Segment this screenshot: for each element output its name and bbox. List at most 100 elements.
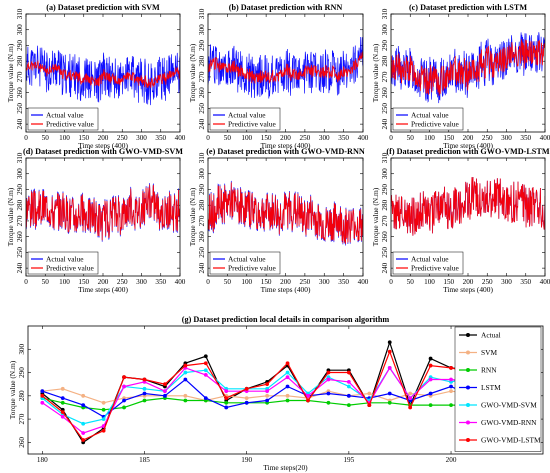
x-tick-label: 400 xyxy=(540,134,550,142)
x-tick-label: 0 xyxy=(24,134,28,142)
x-tick-label: 300 xyxy=(319,278,330,286)
legend-marker xyxy=(466,350,470,355)
legend-marker xyxy=(466,403,470,407)
data-point xyxy=(285,361,290,366)
plot-frame xyxy=(390,13,546,133)
y-tick-label: 280 xyxy=(16,199,24,210)
data-point xyxy=(183,377,188,382)
y-tick-label: 280 xyxy=(16,55,24,66)
series-group xyxy=(26,183,180,242)
y-tick-label: 240 xyxy=(381,262,389,273)
series-group xyxy=(26,45,180,106)
data-point xyxy=(265,398,270,403)
y-axis-label: Torque value (N.m) xyxy=(6,187,15,246)
data-point xyxy=(81,403,86,408)
data-point xyxy=(163,382,167,387)
x-tick-label: 50 xyxy=(224,278,232,286)
x-tick-label: 100 xyxy=(241,134,252,142)
data-point xyxy=(142,391,147,396)
x-tick-label: 0 xyxy=(206,134,210,142)
data-point xyxy=(81,438,86,442)
y-axis-label: Torque value (N.m) xyxy=(371,187,380,246)
chart-0: (a) Dataset prediction with SVM 0 50 100 150… xyxy=(6,3,186,150)
legend-label: Predictive value xyxy=(411,264,460,273)
legend-label: Actual value xyxy=(46,111,84,120)
chart-title: (b) Dataset prediction with RNN xyxy=(229,3,343,12)
data-point xyxy=(183,393,188,398)
chart-1: (b) Dataset prediction with RNN 0 50 100 150… xyxy=(188,3,369,150)
y-axis-label: Torque value (N.m) xyxy=(6,43,15,102)
y-tick-label: 250 xyxy=(198,103,206,114)
legend-label: GWO-VMD-SVM xyxy=(481,401,537,410)
x-tick-label: 250 xyxy=(117,278,128,286)
y-tick-label: 310 xyxy=(198,8,206,19)
x-tick-label: 250 xyxy=(482,278,493,286)
data-point xyxy=(101,407,106,412)
legend-label: GWO-VMD-LSTM xyxy=(481,436,541,445)
chart-title: (a) Dataset prediction with SVM xyxy=(46,3,160,12)
chart-5: (f) Dataset prediction with GWO-VMD-LSTM… xyxy=(371,147,550,294)
data-point xyxy=(60,410,65,415)
data-point xyxy=(203,354,208,359)
y-tick-label: 290 xyxy=(198,184,206,195)
x-tick-label: 300 xyxy=(136,278,147,286)
legend-marker xyxy=(466,385,470,390)
x-tick-label: 150 xyxy=(443,278,454,286)
data-point xyxy=(265,393,270,398)
data-point xyxy=(428,377,433,382)
x-tick-label: 50 xyxy=(224,134,232,142)
data-point xyxy=(163,389,167,394)
data-point xyxy=(203,368,208,373)
data-point xyxy=(387,349,392,354)
x-axis-label: Time steps (400) xyxy=(443,285,493,294)
legend-box xyxy=(27,107,99,131)
y-tick-label: 250 xyxy=(198,247,206,258)
x-tick-label: 150 xyxy=(261,134,272,142)
y-tick-label: 290 xyxy=(16,40,24,51)
y-tick-label: 240 xyxy=(381,118,389,129)
x-tick-label: 200 xyxy=(98,134,109,142)
chart-title: (c) Dataset prediction with LSTM xyxy=(409,3,527,12)
data-point xyxy=(346,384,351,389)
data-point xyxy=(326,391,331,396)
y-tick-label: 250 xyxy=(16,247,24,258)
series-line-Actual xyxy=(41,340,472,444)
data-point xyxy=(224,405,229,410)
legend-box xyxy=(392,251,464,275)
series-line-Predictive value xyxy=(391,39,545,96)
y-tick-label: 300 xyxy=(16,24,24,35)
x-tick-label: 200 xyxy=(280,134,291,142)
data-point xyxy=(408,391,413,396)
data-point xyxy=(449,384,453,389)
x-tick-label: 100 xyxy=(424,278,435,286)
y-tick-label: 240 xyxy=(198,118,206,129)
data-point xyxy=(81,393,86,398)
data-point xyxy=(449,365,453,370)
x-tick-label: 300 xyxy=(501,278,512,286)
data-point xyxy=(122,405,126,410)
y-tick-label: 310 xyxy=(198,152,206,163)
x-tick-label: 350 xyxy=(520,278,531,286)
x-tick-label: 100 xyxy=(59,134,70,142)
legend-label: Actual value xyxy=(46,255,84,264)
x-tick-label: 400 xyxy=(175,134,186,142)
data-point xyxy=(142,386,147,391)
plot-frame xyxy=(25,157,181,277)
y-tick-label: 260 xyxy=(198,87,206,98)
x-tick-label: 350 xyxy=(520,134,531,142)
chart-title: (d) Dataset prediction with GWO-VMD-SVM xyxy=(23,147,183,156)
chart-title: (g) Dataset prediction local details in … xyxy=(182,315,390,324)
data-point xyxy=(81,421,86,426)
x-tick-label: 200 xyxy=(98,278,109,286)
data-point xyxy=(408,396,413,401)
y-tick-label: 250 xyxy=(16,103,24,114)
data-point xyxy=(163,393,167,398)
legend-label: Actual xyxy=(481,331,501,340)
data-point xyxy=(285,375,290,380)
data-point xyxy=(428,356,433,361)
legend-box xyxy=(27,251,99,275)
y-tick-label: 260 xyxy=(16,87,24,98)
data-point xyxy=(326,377,331,382)
legend-box xyxy=(392,107,464,131)
x-tick-label: 150 xyxy=(261,278,272,286)
